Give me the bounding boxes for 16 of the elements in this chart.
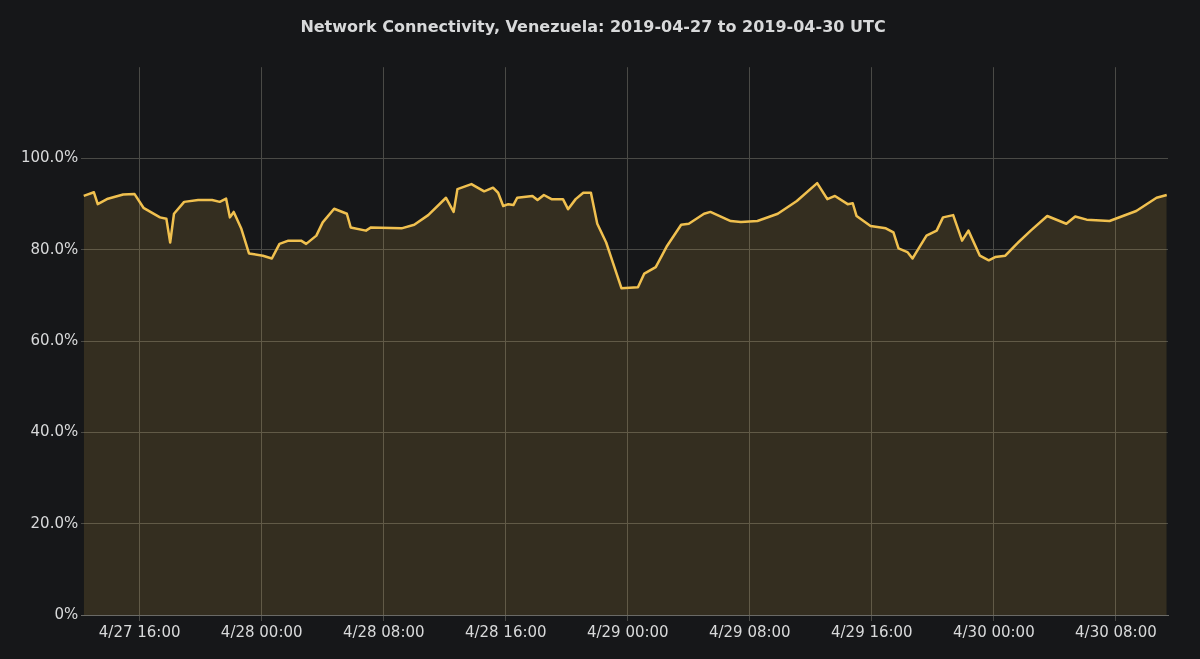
y-tick-label: 0% (54, 604, 79, 623)
chart-title: Network Connectivity, Venezuela: 2019-04-27 to 2019-04-30 UTC (300, 16, 886, 36)
y-tick-label: 60.0% (30, 330, 79, 349)
y-tick-label: 100.0% (20, 148, 79, 167)
y-tick-label: 80.0% (30, 239, 79, 258)
x-tick-label: 4/29 16:00 (830, 622, 913, 641)
x-tick-label: 4/29 08:00 (708, 622, 791, 641)
x-tick-label: 4/30 00:00 (953, 622, 1035, 641)
x-tick-label: 4/29 00:00 (586, 622, 669, 641)
x-tick-label: 4/28 08:00 (342, 622, 425, 641)
y-tick-label: 40.0% (30, 422, 79, 441)
x-tick-label: 4/28 16:00 (464, 622, 547, 641)
x-tick-label: 4/30 08:00 (1075, 622, 1157, 641)
x-tick-label: 4/28 00:00 (220, 622, 303, 641)
y-tick-label: 20.0% (30, 513, 79, 532)
x-tick-label: 4/27 16:00 (98, 622, 181, 641)
